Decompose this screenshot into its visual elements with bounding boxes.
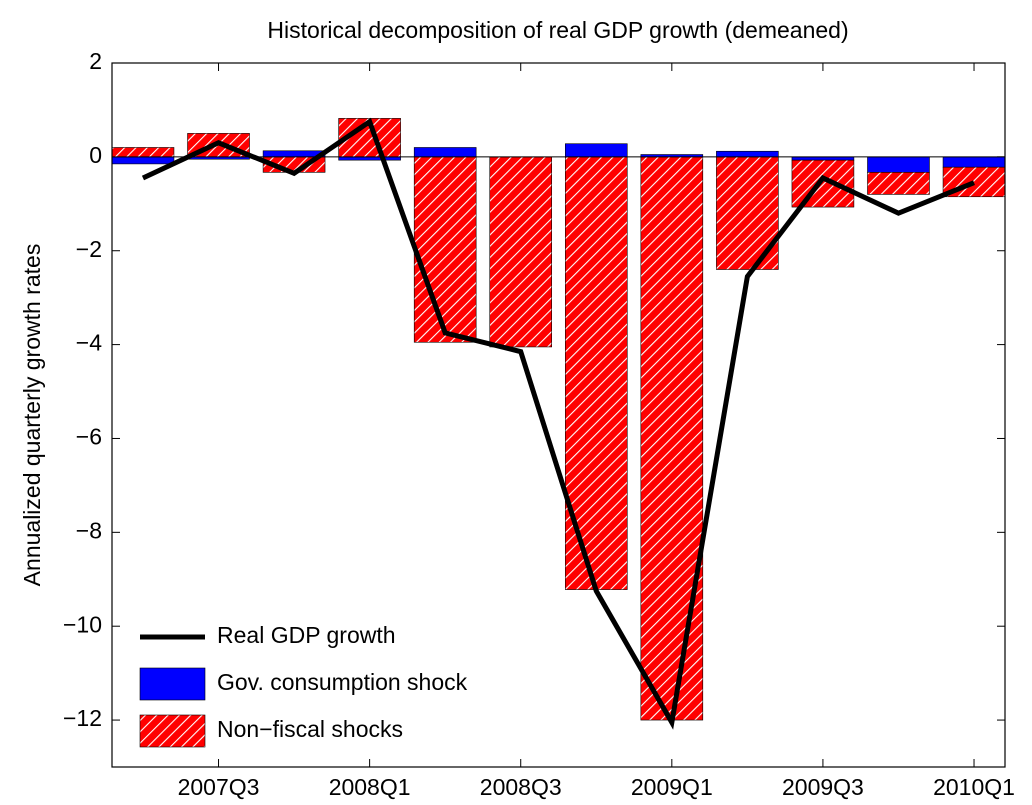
- bar: [942, 156, 1006, 168]
- bar: [111, 156, 175, 165]
- legend-swatch: [139, 714, 206, 748]
- bar: [716, 156, 779, 270]
- legend-swatch: [139, 667, 206, 701]
- x-tick-label: 2008Q3: [480, 774, 562, 800]
- line: [141, 117, 975, 730]
- x-tick-label: 2008Q1: [329, 774, 411, 800]
- bar: [867, 172, 930, 195]
- y-tick-label: 0: [89, 142, 102, 168]
- bar: [111, 147, 175, 158]
- legend-label: Gov. consumption shock: [217, 669, 468, 695]
- bar: [564, 143, 628, 158]
- bar: [867, 156, 930, 173]
- plot-frame: [111, 62, 1006, 768]
- y-tick-label: −8: [76, 517, 102, 543]
- x-tick-label: 2009Q1: [631, 774, 713, 800]
- bar: [413, 147, 477, 158]
- bar: [640, 156, 704, 721]
- bar: [791, 159, 855, 208]
- chart-title: Historical decomposition of real GDP gro…: [267, 17, 848, 43]
- bar: [716, 150, 779, 158]
- x-tick-label: 2009Q3: [782, 774, 864, 800]
- legend-label: Non−fiscal shocks: [217, 716, 403, 742]
- y-tick-label: −12: [63, 705, 102, 731]
- y-tick-label: 2: [89, 48, 102, 74]
- bar: [413, 156, 477, 343]
- x-tick-label: 2007Q3: [178, 774, 260, 800]
- y-tick-label: −4: [76, 330, 102, 356]
- y-axis-label: Annualized quarterly growth rates: [19, 244, 45, 587]
- legend-label: Real GDP growth: [217, 622, 396, 648]
- y-tick-label: −10: [63, 611, 102, 637]
- y-tick-label: −2: [76, 236, 102, 262]
- y-tick-label: −6: [76, 424, 102, 450]
- bar: [489, 156, 553, 348]
- x-tick-label: 2010Q1: [933, 774, 1015, 800]
